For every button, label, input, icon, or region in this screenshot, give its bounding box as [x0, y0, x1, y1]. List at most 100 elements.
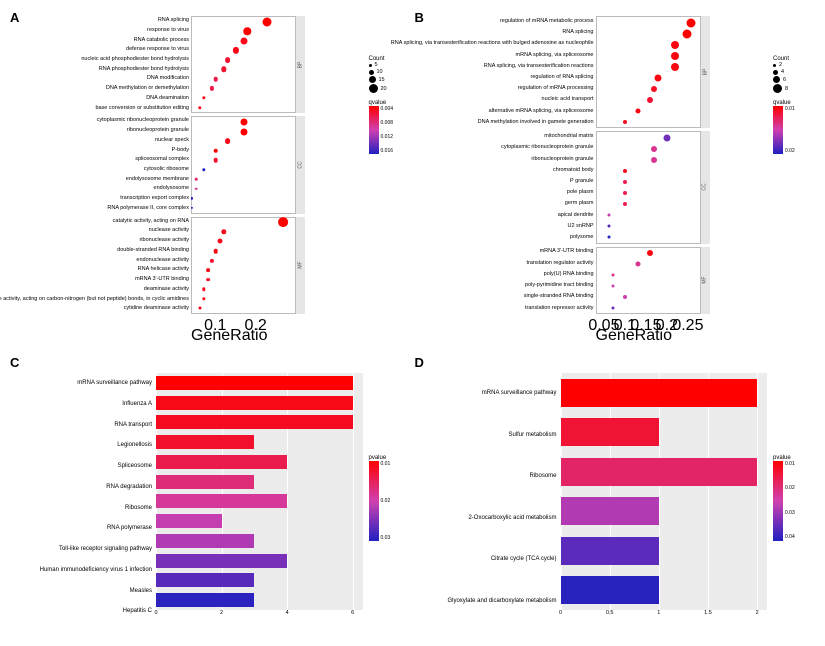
data-dot: [232, 47, 238, 53]
bar-category-label: Spliceosome: [118, 463, 152, 470]
term-label: ribonucleoprotein granule: [531, 157, 593, 163]
bar: [561, 497, 659, 525]
term-label: translation repressor activity: [525, 306, 593, 312]
x-tick: 0.5: [606, 610, 614, 616]
data-dot: [671, 63, 679, 71]
data-dot: [213, 158, 218, 163]
facet-strip: BP: [701, 16, 710, 128]
data-dot: [202, 297, 205, 300]
data-dot: [623, 191, 627, 195]
bar-legend: pvalue0.010.020.03: [363, 373, 409, 622]
data-dot: [263, 17, 272, 26]
term-label: mRNA splicing, via spliceosome: [516, 53, 594, 59]
panel-a-label: A: [10, 10, 19, 25]
data-dot: [671, 41, 679, 49]
bar: [156, 534, 254, 548]
bar-category-label: 2-Oxocarboxylic acid metabolism: [468, 515, 556, 522]
bar-plot-area: [156, 373, 363, 610]
x-tick: 0.25: [672, 317, 703, 335]
bar: [156, 415, 353, 429]
term-label: mitochondrial matrix: [544, 134, 593, 140]
facet-strip: MF: [701, 247, 710, 314]
pvalue-tick: 0.03: [785, 510, 795, 516]
data-dot: [687, 18, 696, 27]
bar: [156, 554, 287, 568]
data-dot: [210, 258, 214, 262]
dot-legend: Count2468qvalue0.010.02: [767, 16, 813, 345]
bar: [561, 418, 659, 446]
pvalue-tick: 0.03: [381, 535, 391, 541]
data-dot: [623, 180, 627, 184]
term-label: apical dendrite: [558, 213, 594, 219]
data-dot: [611, 284, 614, 287]
term-label: P granule: [570, 179, 593, 185]
term-label: double-stranded RNA binding: [117, 248, 189, 254]
x-tick: 4: [286, 610, 289, 616]
term-label: DNA deamination: [146, 96, 189, 102]
bar-category-label: Glyoxylate and dicarboxylate metabolism: [447, 598, 556, 605]
x-tick: 6: [351, 610, 354, 616]
data-dot: [221, 67, 226, 72]
term-label: ribonuclease activity: [139, 238, 189, 244]
data-dot: [647, 250, 653, 256]
term-label: nucleic acid phosphodiester bond hydroly…: [81, 57, 189, 63]
data-dot: [607, 225, 610, 228]
x-tick: 0: [154, 610, 157, 616]
dot-plot-area: [191, 116, 296, 213]
term-label: cytoplasmic ribonucleoprotein granule: [501, 145, 593, 151]
term-label: endonuclease activity: [136, 258, 189, 264]
data-dot: [663, 134, 670, 141]
term-label: cytosolic ribosome: [144, 167, 189, 173]
bar: [156, 593, 254, 607]
panel-b: B regulation of mRNA metabolic processRN…: [413, 8, 818, 353]
bar-category-label: RNA degradation: [106, 484, 152, 491]
bar-category-label: Influenza A: [122, 401, 152, 408]
term-label: RNA splicing, via transesterification re…: [484, 64, 594, 70]
pvalue-tick: 0.02: [785, 485, 795, 491]
data-dot: [278, 218, 288, 228]
dot-plot-area: [191, 217, 296, 314]
data-dot: [623, 295, 627, 299]
data-dot: [240, 128, 247, 135]
data-dot: [611, 273, 614, 276]
figure: A RNA splicingresponse to virusRNA catab…: [8, 8, 817, 638]
facet-strip: MF: [296, 217, 305, 314]
bar: [561, 458, 758, 486]
term-label: defense response to virus: [126, 47, 189, 53]
term-label: single-stranded RNA binding: [524, 294, 594, 300]
legend-count-row: 2: [773, 62, 813, 68]
bar: [156, 494, 287, 508]
pvalue-colorbar: 0.010.020.030.04: [773, 461, 783, 541]
panel-a-subplot-bp: RNA splicingresponse to virusRNA catabol…: [26, 16, 363, 113]
term-label: RNA splicing, via transesterification re…: [391, 41, 594, 47]
data-dot: [195, 178, 198, 181]
x-tick: 1.5: [704, 610, 712, 616]
data-dot: [202, 168, 205, 171]
panel-d: D mRNA surveillance pathwaySulfur metabo…: [413, 353, 818, 638]
panel-a-subplot-mf: catalytic activity, acting on RNAnucleas…: [26, 217, 363, 314]
bar: [156, 514, 222, 528]
pvalue-tick: 0.01: [381, 461, 391, 467]
qvalue-tick: 0.02: [785, 148, 795, 154]
x-tick: 0.1: [204, 317, 226, 335]
pvalue-tick: 0.02: [381, 498, 391, 504]
data-dot: [647, 97, 653, 103]
panel-c: C mRNA surveillance pathwayInfluenza ARN…: [8, 353, 413, 638]
data-dot: [607, 236, 610, 239]
data-dot: [651, 146, 657, 152]
data-dot: [683, 29, 692, 38]
data-dot: [206, 278, 210, 282]
panel-b-subplot-bp: regulation of mRNA metabolic processRNA …: [431, 16, 768, 128]
data-dot: [191, 207, 193, 209]
term-label: endolysosome: [154, 186, 189, 192]
term-label: poly-pyrimidine tract binding: [525, 283, 593, 289]
bar: [156, 376, 353, 390]
term-label: response to virus: [147, 28, 189, 34]
data-dot: [651, 86, 657, 92]
data-dot: [195, 188, 198, 191]
term-label: endolysosome membrane: [126, 177, 189, 183]
term-label: base conversion or substitution editing: [95, 106, 189, 112]
facet-strip: CC: [296, 116, 305, 213]
term-label: DNA modification: [147, 76, 189, 82]
bar: [156, 573, 254, 587]
